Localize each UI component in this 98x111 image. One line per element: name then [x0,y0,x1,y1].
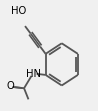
Text: HO: HO [11,6,26,16]
Text: O: O [6,81,14,91]
Text: HN: HN [26,69,41,79]
